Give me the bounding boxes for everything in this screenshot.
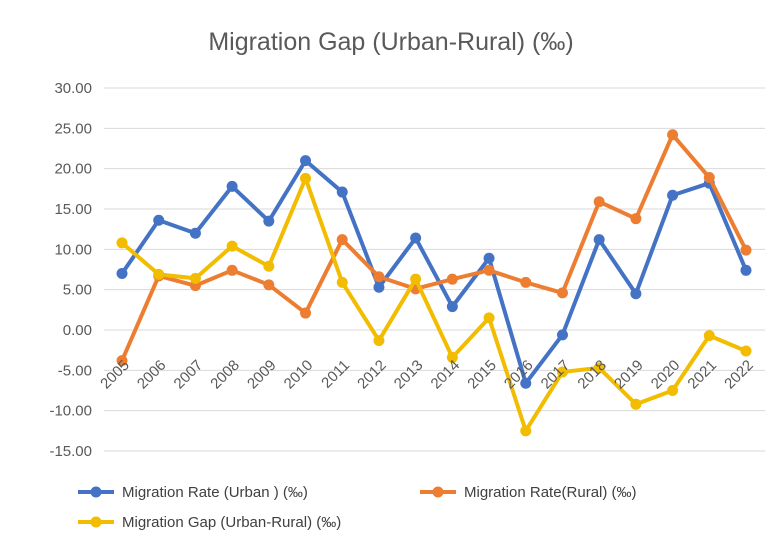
data-point [336, 186, 348, 198]
data-point [373, 334, 385, 346]
legend: Migration Rate (Urban ) (‰) Migration Rat… [78, 484, 637, 531]
data-point [667, 189, 679, 201]
x-tick-label: 2012 [354, 357, 390, 393]
data-point [300, 172, 312, 184]
data-point [520, 425, 532, 437]
x-tick-label: 2013 [391, 357, 427, 393]
data-point [446, 273, 458, 285]
data-point [740, 244, 752, 256]
y-tick-label: -10.00 [49, 403, 92, 420]
data-point [630, 213, 642, 225]
data-point [373, 271, 385, 283]
data-point [263, 279, 275, 291]
x-tick-label: 2010 [281, 357, 317, 393]
data-point [630, 288, 642, 300]
series-line-3 [120, 176, 748, 433]
legend-marker [432, 486, 444, 498]
data-point [556, 329, 568, 341]
data-point [740, 264, 752, 276]
data-point [263, 215, 275, 227]
data-point [300, 307, 312, 319]
y-tick-label: 20.00 [54, 161, 92, 178]
x-tick-label: 2006 [134, 357, 170, 393]
data-point [373, 281, 385, 293]
data-point [446, 351, 458, 363]
data-point [556, 366, 568, 378]
data-point [593, 234, 605, 246]
data-point [667, 385, 679, 396]
data-point [189, 227, 201, 239]
data-point [226, 264, 238, 276]
y-tick-label: 25.00 [54, 120, 92, 137]
data-point [483, 312, 495, 324]
data-point [446, 301, 458, 313]
data-point [300, 155, 312, 167]
x-tick-label: 2014 [428, 357, 464, 393]
x-tick-label: 2009 [244, 357, 280, 393]
data-point [630, 398, 642, 410]
data-point [153, 214, 165, 226]
data-point [483, 252, 495, 264]
data-point [740, 345, 752, 357]
data-point [153, 268, 165, 280]
legend-marker [90, 486, 102, 498]
series-line-1 [120, 158, 748, 386]
y-tick-label: 5.00 [63, 282, 92, 299]
x-tick-label: 2008 [207, 357, 243, 393]
y-tick-label: 30.00 [54, 80, 92, 97]
x-tick-label: 2007 [171, 357, 207, 393]
data-point [336, 234, 348, 246]
legend-label: Migration Rate(Rural) (‰) [464, 484, 637, 501]
y-tick-label: 15.00 [54, 201, 92, 218]
legend-label: Migration Gap (Urban-Rural) (‰) [122, 514, 341, 531]
x-tick-label: 2005 [97, 357, 133, 393]
series-lines [116, 129, 752, 437]
data-point [410, 232, 422, 244]
data-point [520, 377, 532, 389]
data-point [189, 272, 201, 284]
y-tick-label: -5.00 [58, 362, 92, 379]
series-line-2 [120, 132, 748, 363]
data-point [410, 273, 422, 285]
x-tick-label: 2020 [648, 357, 684, 393]
chart-title: Migration Gap (Urban-Rural) (‰) [208, 28, 573, 56]
data-point [593, 362, 605, 374]
legend-label: Migration Rate (Urban ) (‰) [122, 484, 308, 501]
data-point [703, 172, 715, 184]
data-point [336, 276, 348, 288]
x-tick-label: 2022 [721, 357, 757, 393]
data-point [116, 268, 128, 280]
y-tick-label: -15.00 [49, 443, 92, 460]
data-point [226, 240, 238, 252]
x-tick-label: 2011 [318, 357, 353, 392]
data-point [703, 330, 715, 342]
x-axis-ticks: 2005 2006 2007 2008 2009 2010 2011 2012 2013 2014… [97, 357, 757, 393]
y-tick-label: 0.00 [63, 322, 92, 339]
x-tick-label: 2019 [611, 357, 647, 393]
data-point [520, 276, 532, 288]
data-point [116, 237, 128, 249]
y-tick-label: 10.00 [54, 241, 92, 258]
data-point [263, 260, 275, 272]
data-point [116, 355, 128, 367]
data-point [556, 287, 568, 299]
data-point [593, 196, 605, 208]
data-point [667, 129, 679, 141]
x-tick-label: 2015 [464, 357, 500, 393]
data-point [226, 180, 238, 192]
y-axis-ticks: 30.00 25.00 20.00 15.00 10.00 5.00 0.00 -5.00 -1… [49, 80, 92, 460]
legend-marker [90, 516, 102, 528]
data-point [483, 264, 495, 276]
